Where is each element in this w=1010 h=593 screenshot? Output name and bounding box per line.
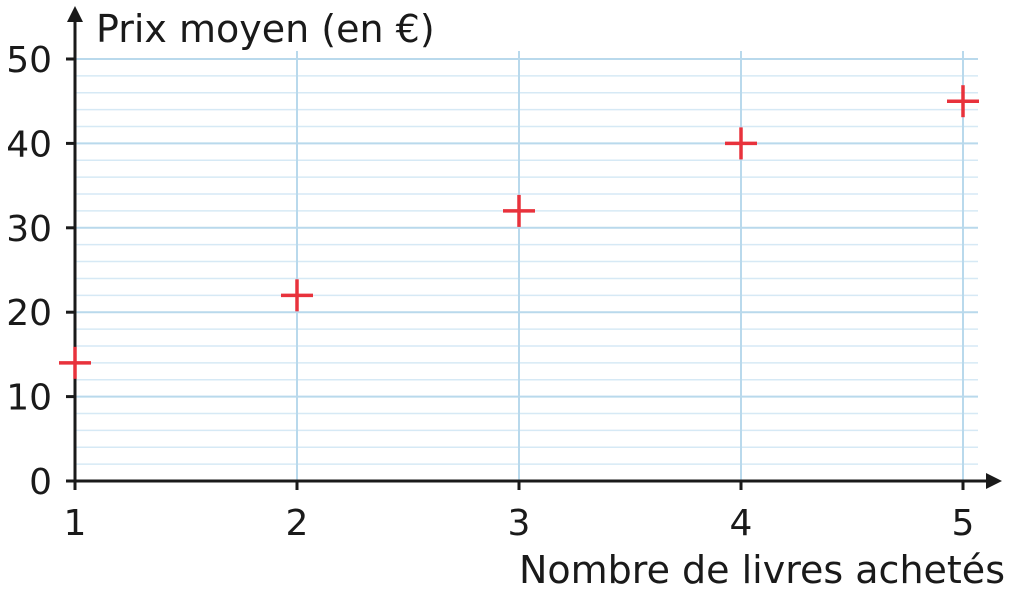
x-tick-label: 2 — [286, 503, 309, 544]
data-points — [59, 85, 979, 379]
grid — [75, 51, 978, 481]
x-tick-label: 4 — [730, 503, 753, 544]
y-axis-title: Prix moyen (en €) — [96, 7, 435, 51]
data-point-marker — [503, 194, 535, 227]
tick-labels: 0 10 20 30 40 50 1 2 3 4 5 — [6, 40, 974, 544]
data-point-marker — [725, 127, 757, 160]
x-tick-label: 3 — [508, 503, 531, 544]
y-tick-label: 10 — [6, 378, 52, 419]
x-tick-label: 1 — [64, 503, 87, 544]
x-tick-label: 5 — [952, 503, 975, 544]
axes — [66, 6, 1002, 490]
data-point-marker — [947, 85, 979, 118]
y-tick-label: 0 — [29, 462, 52, 503]
data-point-marker — [281, 279, 313, 312]
y-tick-label: 20 — [6, 293, 52, 334]
x-axis-arrow — [986, 473, 1002, 489]
y-tick-label: 30 — [6, 209, 52, 250]
y-axis-arrow — [67, 6, 83, 22]
y-tick-label: 50 — [6, 40, 52, 81]
data-point-marker — [59, 346, 91, 379]
y-tick-label: 40 — [6, 124, 52, 165]
x-axis-title: Nombre de livres achetés — [519, 548, 1005, 592]
